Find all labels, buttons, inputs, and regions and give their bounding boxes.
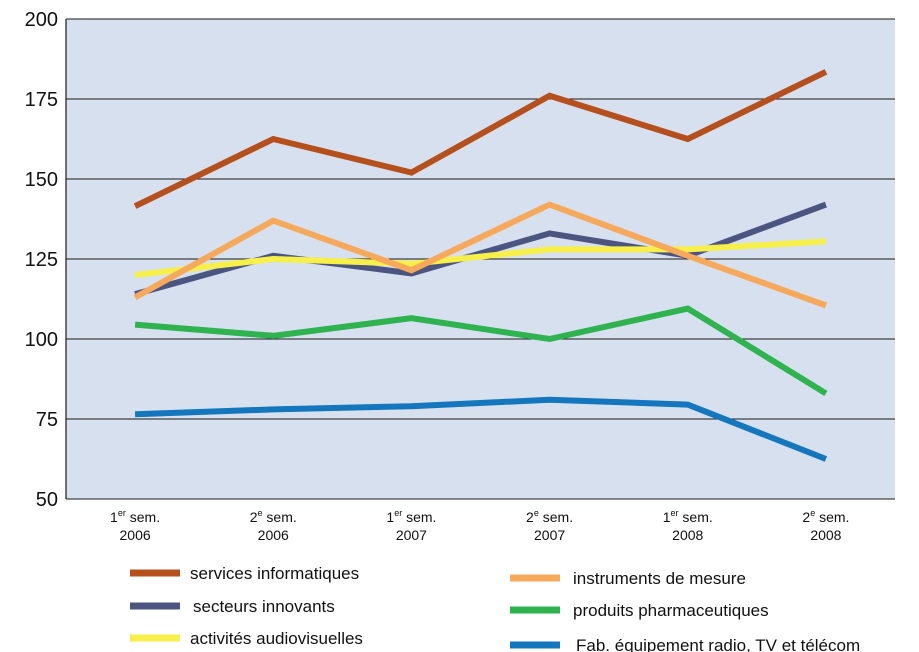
- legend-item: secteurs innovants: [130, 597, 335, 616]
- legend-item: Fab. équipement radio, TV et télécom: [510, 636, 860, 652]
- x-tick-label: 2e sem. 2008: [802, 508, 849, 543]
- svg-text:2007: 2007: [534, 527, 565, 543]
- svg-text:2e sem.: 2e sem.: [802, 508, 849, 525]
- y-tick-label: 175: [25, 89, 58, 111]
- legend-label: activités audiovisuelles: [190, 629, 363, 648]
- svg-text:2008: 2008: [810, 527, 841, 543]
- y-tick-label: 50: [36, 489, 58, 511]
- legend: services informatiques secteurs innovants…: [130, 564, 860, 652]
- series-line-5: [134, 305, 828, 396]
- svg-text:2008: 2008: [672, 527, 703, 543]
- x-tick-label: 2e sem. 2007: [526, 508, 573, 543]
- svg-text:2006: 2006: [258, 527, 289, 543]
- legend-item: activités audiovisuelles: [130, 629, 363, 648]
- y-tick-label: 200: [25, 9, 58, 31]
- legend-label: instruments de mesure: [573, 569, 746, 588]
- legend-label: services informatiques: [190, 564, 359, 583]
- svg-text:2e sem.: 2e sem.: [526, 508, 573, 525]
- legend-item: produits pharmaceutiques: [510, 601, 769, 620]
- y-axis-ticks: 50 75 100 125 150 175 200: [25, 9, 58, 511]
- svg-text:1er sem.: 1er sem.: [663, 508, 713, 525]
- y-tick-label: 100: [25, 329, 58, 351]
- svg-text:2006: 2006: [120, 527, 151, 543]
- x-tick-label: 2e sem. 2006: [250, 508, 297, 543]
- svg-text:2e sem.: 2e sem.: [250, 508, 297, 525]
- legend-item: services informatiques: [130, 564, 359, 583]
- svg-text:1er sem.: 1er sem.: [386, 508, 436, 525]
- series-line-6: [134, 396, 828, 462]
- legend-label: produits pharmaceutiques: [573, 601, 769, 620]
- svg-text:1er sem.: 1er sem.: [110, 508, 160, 525]
- series-lines: [133, 69, 828, 462]
- legend-label: secteurs innovants: [193, 597, 335, 616]
- x-tick-label: 1er sem. 2008: [663, 508, 713, 543]
- legend-item: instruments de mesure: [510, 569, 746, 588]
- y-tick-label: 150: [25, 169, 58, 191]
- series-line-3: [134, 238, 827, 278]
- svg-text:2007: 2007: [396, 527, 427, 543]
- y-tick-label: 125: [25, 249, 58, 271]
- legend-label: Fab. équipement radio, TV et télécom: [576, 636, 860, 652]
- x-tick-label: 1er sem. 2007: [386, 508, 436, 543]
- series-line-1: [133, 69, 828, 209]
- y-tick-label: 75: [36, 409, 58, 431]
- x-tick-label: 1er sem. 2006: [110, 508, 160, 543]
- series-line-4: [133, 201, 827, 309]
